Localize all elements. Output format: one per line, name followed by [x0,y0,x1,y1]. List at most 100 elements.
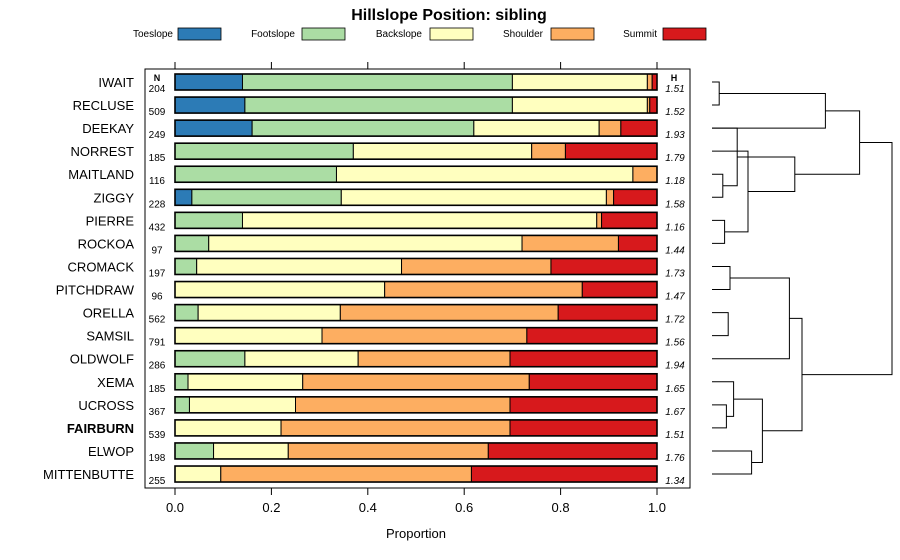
h-value-recluse: 1.52 [665,107,685,118]
bar-segment-ziggy-toeslope [174,188,193,206]
bar-outline [174,234,658,253]
bar-segment-oldwolf-footslope [174,350,246,368]
bar-row-pierre: PIERRE 432 1.16 [86,211,685,233]
bar-outline [174,326,658,345]
bar-outline [174,465,658,483]
h-value-norrest: 1.79 [665,153,685,164]
bar-row-recluse: RECLUSE 509 1.52 [73,96,685,118]
row-label-samsil: SAMSIL [86,329,134,344]
n-value-elwop: 198 [149,453,166,464]
bar-segment-ziggy-footslope [191,188,342,206]
bar-row-elwop: ELWOP 198 1.76 [88,442,685,464]
bar-row-ziggy: ZIGGY 228 1.58 [94,188,685,210]
chart-title: Hillslope Position: sibling [351,7,547,24]
bar-row-fairburn: FAIRBURN 539 1.51 [67,419,685,441]
bar-row-maitland: MAITLAND 116 1.18 [68,165,685,187]
n-value-rockoa: 97 [151,245,163,256]
row-label-oldwolf: OLDWOLF [70,352,134,367]
bar-segment-pitchdraw-shoulder [384,281,583,299]
n-value-xema: 185 [149,384,166,395]
legend-label-toeslope: Toeslope [133,29,173,40]
bar-segment-cromack-footslope [174,257,198,275]
h-value-deekay: 1.93 [665,130,685,141]
bar-row-rockoa: ROCKOA 97 1.44 [78,234,685,256]
legend-swatch-toeslope [177,27,222,41]
bar-segment-oldwolf-summit [509,350,658,368]
n-column-header: N [154,73,161,83]
legend-swatch-summit [662,27,707,41]
row-label-fairburn: FAIRBURN [67,421,134,436]
row-label-iwait: IWAIT [98,75,134,90]
h-value-fairburn: 1.51 [665,430,684,441]
bar-segment-oldwolf-backslope [244,350,359,368]
x-tick-label: 0.4 [359,500,377,515]
bar-segment-recluse-backslope [511,96,648,114]
bar-segment-cromack-shoulder [401,257,552,275]
bar-segment-deekay-footslope [251,119,475,137]
x-tick-label: 0.2 [262,500,280,515]
legend-swatch-footslope [301,27,346,41]
dendrogram-link [712,381,735,417]
bar-segment-rockoa-footslope [174,234,210,252]
bar-outline [174,280,658,299]
n-value-norrest: 185 [149,153,166,164]
h-value-rockoa: 1.44 [665,245,685,256]
bar-segment-xema-backslope [187,373,304,391]
bar-outline [174,372,658,391]
legend-label-backslope: Backslope [376,29,423,40]
h-value-xema: 1.65 [665,384,685,395]
bar-segment-samsil-shoulder [321,327,528,345]
bar-segment-elwop-summit [487,442,658,460]
bar-segment-deekay-toeslope [174,119,253,137]
dendrogram-link [712,312,729,337]
dendrogram-link [712,127,738,187]
bar-segment-samsil-summit [526,327,658,345]
bar-outline [174,165,658,184]
bar-segment-maitland-footslope [174,165,337,183]
dendrogram-link [712,450,753,475]
bar-segment-deekay-backslope [473,119,600,137]
bar-segment-rockoa-backslope [208,234,523,252]
bar-segment-ucross-backslope [188,396,297,414]
h-value-elwop: 1.76 [665,453,685,464]
bar-segment-rockoa-summit [617,234,658,252]
bar-outline [174,211,658,230]
bar-segment-elwop-footslope [174,442,215,460]
bar-row-pitchdraw: PITCHDRAW 96 1.47 [56,280,685,303]
row-label-deekay: DEEKAY [82,121,134,136]
bar-segment-mittenbutte-backslope [174,465,222,483]
row-label-maitland: MAITLAND [68,167,134,182]
dendrogram-link [762,317,803,432]
h-value-iwait: 1.51 [665,84,684,95]
bar-segment-norrest-footslope [174,142,354,160]
dendrogram-link [712,219,726,244]
x-tick-label: 0.6 [455,500,473,515]
row-label-recluse: RECLUSE [73,98,135,113]
dendrogram-link [794,110,861,175]
dendrogram-link [712,150,749,233]
bar-segment-deekay-summit [620,119,658,137]
bar-segment-orella-backslope [197,304,341,322]
row-label-mittenbutte: MITTENBUTTE [43,467,134,482]
bar-row-samsil: SAMSIL 791 1.56 [86,326,685,349]
dendrogram-link [802,142,893,376]
bar-segment-recluse-summit [649,96,658,114]
row-label-rockoa: ROCKOA [78,236,135,251]
bar-segment-maitland-shoulder [632,165,658,183]
bar-segment-norrest-summit [564,142,658,160]
h-value-ucross: 1.67 [665,407,685,418]
legend: Toeslope Footslope Backslope Shoulder Summit [133,27,707,41]
n-value-fairburn: 539 [149,430,166,441]
bar-outline [174,303,658,322]
dendrogram-link [712,277,790,360]
bar-segment-orella-footslope [174,304,199,322]
h-value-maitland: 1.18 [665,176,685,187]
dendrogram-link [712,93,826,129]
bar-segment-iwait-shoulder [646,73,653,91]
bar-row-norrest: NORREST 185 1.79 [70,142,685,164]
dendrogram [712,81,893,475]
bar-outline [174,188,658,207]
bar-segment-elwop-backslope [213,442,289,460]
